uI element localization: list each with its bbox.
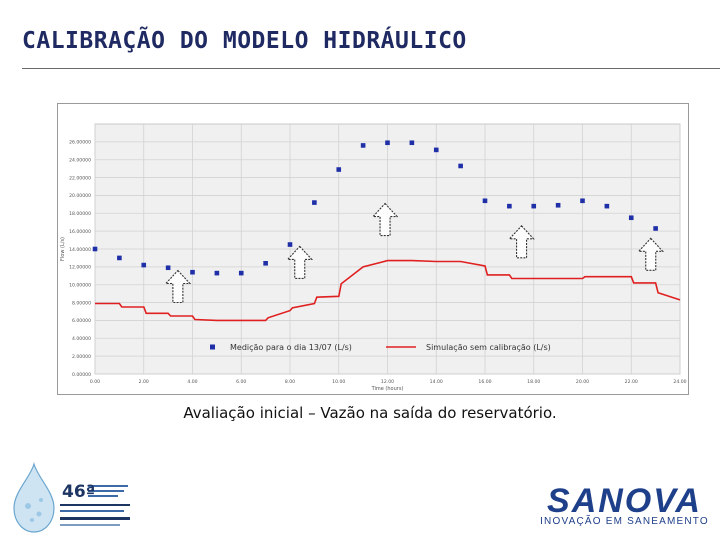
title-divider xyxy=(22,68,720,69)
data-point-measured xyxy=(628,215,634,221)
data-point-measured xyxy=(190,269,195,275)
x-tick-label: 14.00 xyxy=(430,379,443,385)
y-tick-label: 14.00000 xyxy=(69,247,91,253)
data-point-measured xyxy=(214,270,220,276)
brand-tagline: INOVAÇÃO EM SANEAMENTO xyxy=(540,516,709,527)
x-tick-label: 8.00 xyxy=(285,379,295,385)
x-tick-label: 16.00 xyxy=(478,379,491,385)
y-tick-label: 20.00000 xyxy=(69,193,91,199)
event-number: 46ª xyxy=(62,482,96,502)
x-tick-label: 12.00 xyxy=(381,379,394,385)
data-point-measured xyxy=(238,270,244,276)
data-point-measured xyxy=(409,140,415,146)
x-axis-label: Time (hours) xyxy=(371,386,404,392)
arrow-up-icon xyxy=(508,225,535,259)
legend-marker-measured xyxy=(210,344,215,350)
x-tick-label: 0.00 xyxy=(90,379,100,385)
y-tick-label: 12.00000 xyxy=(69,265,91,271)
data-point-measured xyxy=(458,163,463,169)
y-tick-label: 26.00000 xyxy=(69,140,91,146)
arrow-up-icon xyxy=(286,245,314,279)
arrow-up-icon xyxy=(164,269,192,304)
y-tick-label: 10.00000 xyxy=(69,283,91,289)
data-point-measured xyxy=(653,226,658,231)
y-tick-label: 0.00000 xyxy=(72,372,91,378)
data-point-measured xyxy=(263,260,268,266)
data-point-measured xyxy=(117,255,122,261)
arrow-up-icon xyxy=(371,202,399,237)
data-point-measured xyxy=(360,143,366,148)
data-point-measured xyxy=(433,147,439,153)
y-tick-label: 8.00000 xyxy=(72,300,91,306)
data-point-measured xyxy=(385,140,390,146)
data-point-measured xyxy=(92,246,98,252)
figure-caption: Avaliação inicial – Vazão na saída do re… xyxy=(183,404,557,422)
data-point-measured xyxy=(482,198,488,204)
y-tick-label: 18.00000 xyxy=(69,211,91,217)
data-point-measured xyxy=(141,262,147,268)
y-tick-label: 24.00000 xyxy=(69,158,91,164)
y-axis-label: Flow (L/s) xyxy=(60,237,66,261)
data-point-measured xyxy=(555,202,561,208)
legend-label-simulated: Simulação sem calibração (L/s) xyxy=(426,343,551,352)
series-line-simulated xyxy=(95,259,681,322)
brand-name: SANOVA xyxy=(547,482,702,520)
y-tick-label: 6.00000 xyxy=(72,318,91,324)
water-drop-icon xyxy=(13,461,130,533)
data-point-measured xyxy=(604,203,610,209)
event-logo: 46ª xyxy=(8,460,136,536)
arrow-up-icon xyxy=(637,237,665,271)
x-tick-label: 10.00 xyxy=(332,379,345,385)
flow-chart: 0.00000 2.00000 4.00000 6.00000 8.00000 10.00… xyxy=(57,103,689,395)
y-tick-label: 4.00000 xyxy=(72,336,91,342)
y-tick-label: 22.00000 xyxy=(69,175,91,181)
x-tick-label: 2.00 xyxy=(139,379,149,385)
x-tick-label: 22.00 xyxy=(625,379,638,385)
x-tick-label: 20.00 xyxy=(576,379,589,385)
page-title: CALIBRAÇÃO DO MODELO HIDRÁULICO xyxy=(22,28,467,54)
x-tick-label: 24.00 xyxy=(673,379,686,385)
y-tick-label: 2.00000 xyxy=(72,354,91,360)
data-point-measured xyxy=(507,203,512,209)
data-point-measured xyxy=(312,200,317,205)
data-point-measured xyxy=(531,203,537,209)
data-point-measured xyxy=(287,242,293,247)
x-tick-label: 6.00 xyxy=(236,379,246,385)
brand-logo: SANOVA INOVAÇÃO EM SANEAMENTO xyxy=(537,484,712,530)
chart-canvas: 0.00000 2.00000 4.00000 6.00000 8.00000 10.00… xyxy=(58,104,688,394)
x-tick-label: 18.00 xyxy=(527,379,540,385)
data-point-measured xyxy=(336,167,342,172)
data-point-measured xyxy=(165,265,171,271)
x-tick-label: 4.00 xyxy=(187,379,197,385)
data-point-measured xyxy=(580,198,585,204)
legend-label-measured: Medição para o dia 13/07 (L/s) xyxy=(230,343,352,352)
y-tick-label: 16.00000 xyxy=(69,229,91,235)
